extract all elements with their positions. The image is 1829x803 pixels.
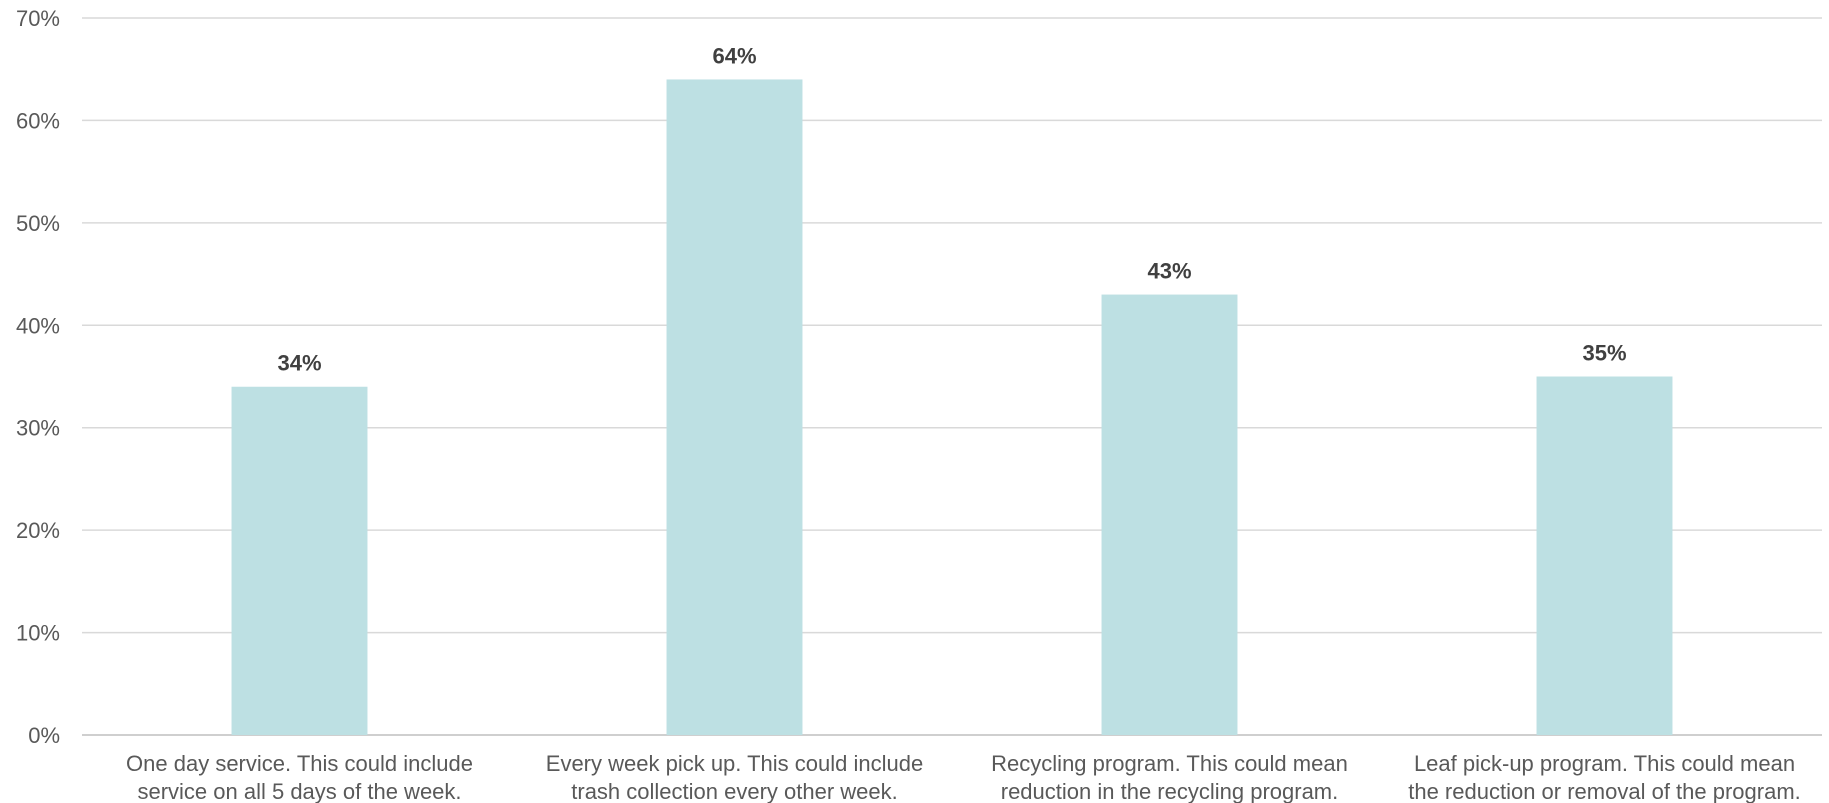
- y-tick-label: 60%: [16, 108, 60, 133]
- bar: [1101, 294, 1238, 735]
- x-tick-label: Every week pick up. This could include tr…: [546, 751, 923, 803]
- data-labels: 34% 64% 43% 35%: [277, 43, 1626, 375]
- x-tick-label: Recycling program. This could mean reduct…: [991, 751, 1348, 803]
- category-labels: One day service. This could include servi…: [126, 751, 1801, 803]
- data-label: 34%: [277, 351, 321, 376]
- y-tick-label: 20%: [16, 518, 60, 543]
- y-tick-label: 40%: [16, 313, 60, 338]
- gridlines: [82, 17, 1822, 736]
- bar: [231, 386, 368, 735]
- bar: [1536, 376, 1673, 735]
- y-tick-label: 30%: [16, 416, 60, 441]
- data-label: 64%: [712, 43, 756, 68]
- x-tick-label: One day service. This could include servi…: [126, 751, 473, 803]
- x-tick-label: Leaf pick-up program. This could mean the…: [1408, 751, 1801, 803]
- bars: [231, 79, 1673, 735]
- y-tick-label: 10%: [16, 621, 60, 646]
- data-label: 35%: [1582, 341, 1626, 366]
- y-tick-label: 0%: [28, 723, 60, 748]
- bar: [666, 79, 803, 735]
- y-axis-ticks: 0% 10% 20% 30% 40% 50% 60% 70%: [16, 6, 60, 748]
- y-tick-label: 50%: [16, 211, 60, 236]
- data-label: 43%: [1147, 259, 1191, 284]
- y-tick-label: 70%: [16, 6, 60, 31]
